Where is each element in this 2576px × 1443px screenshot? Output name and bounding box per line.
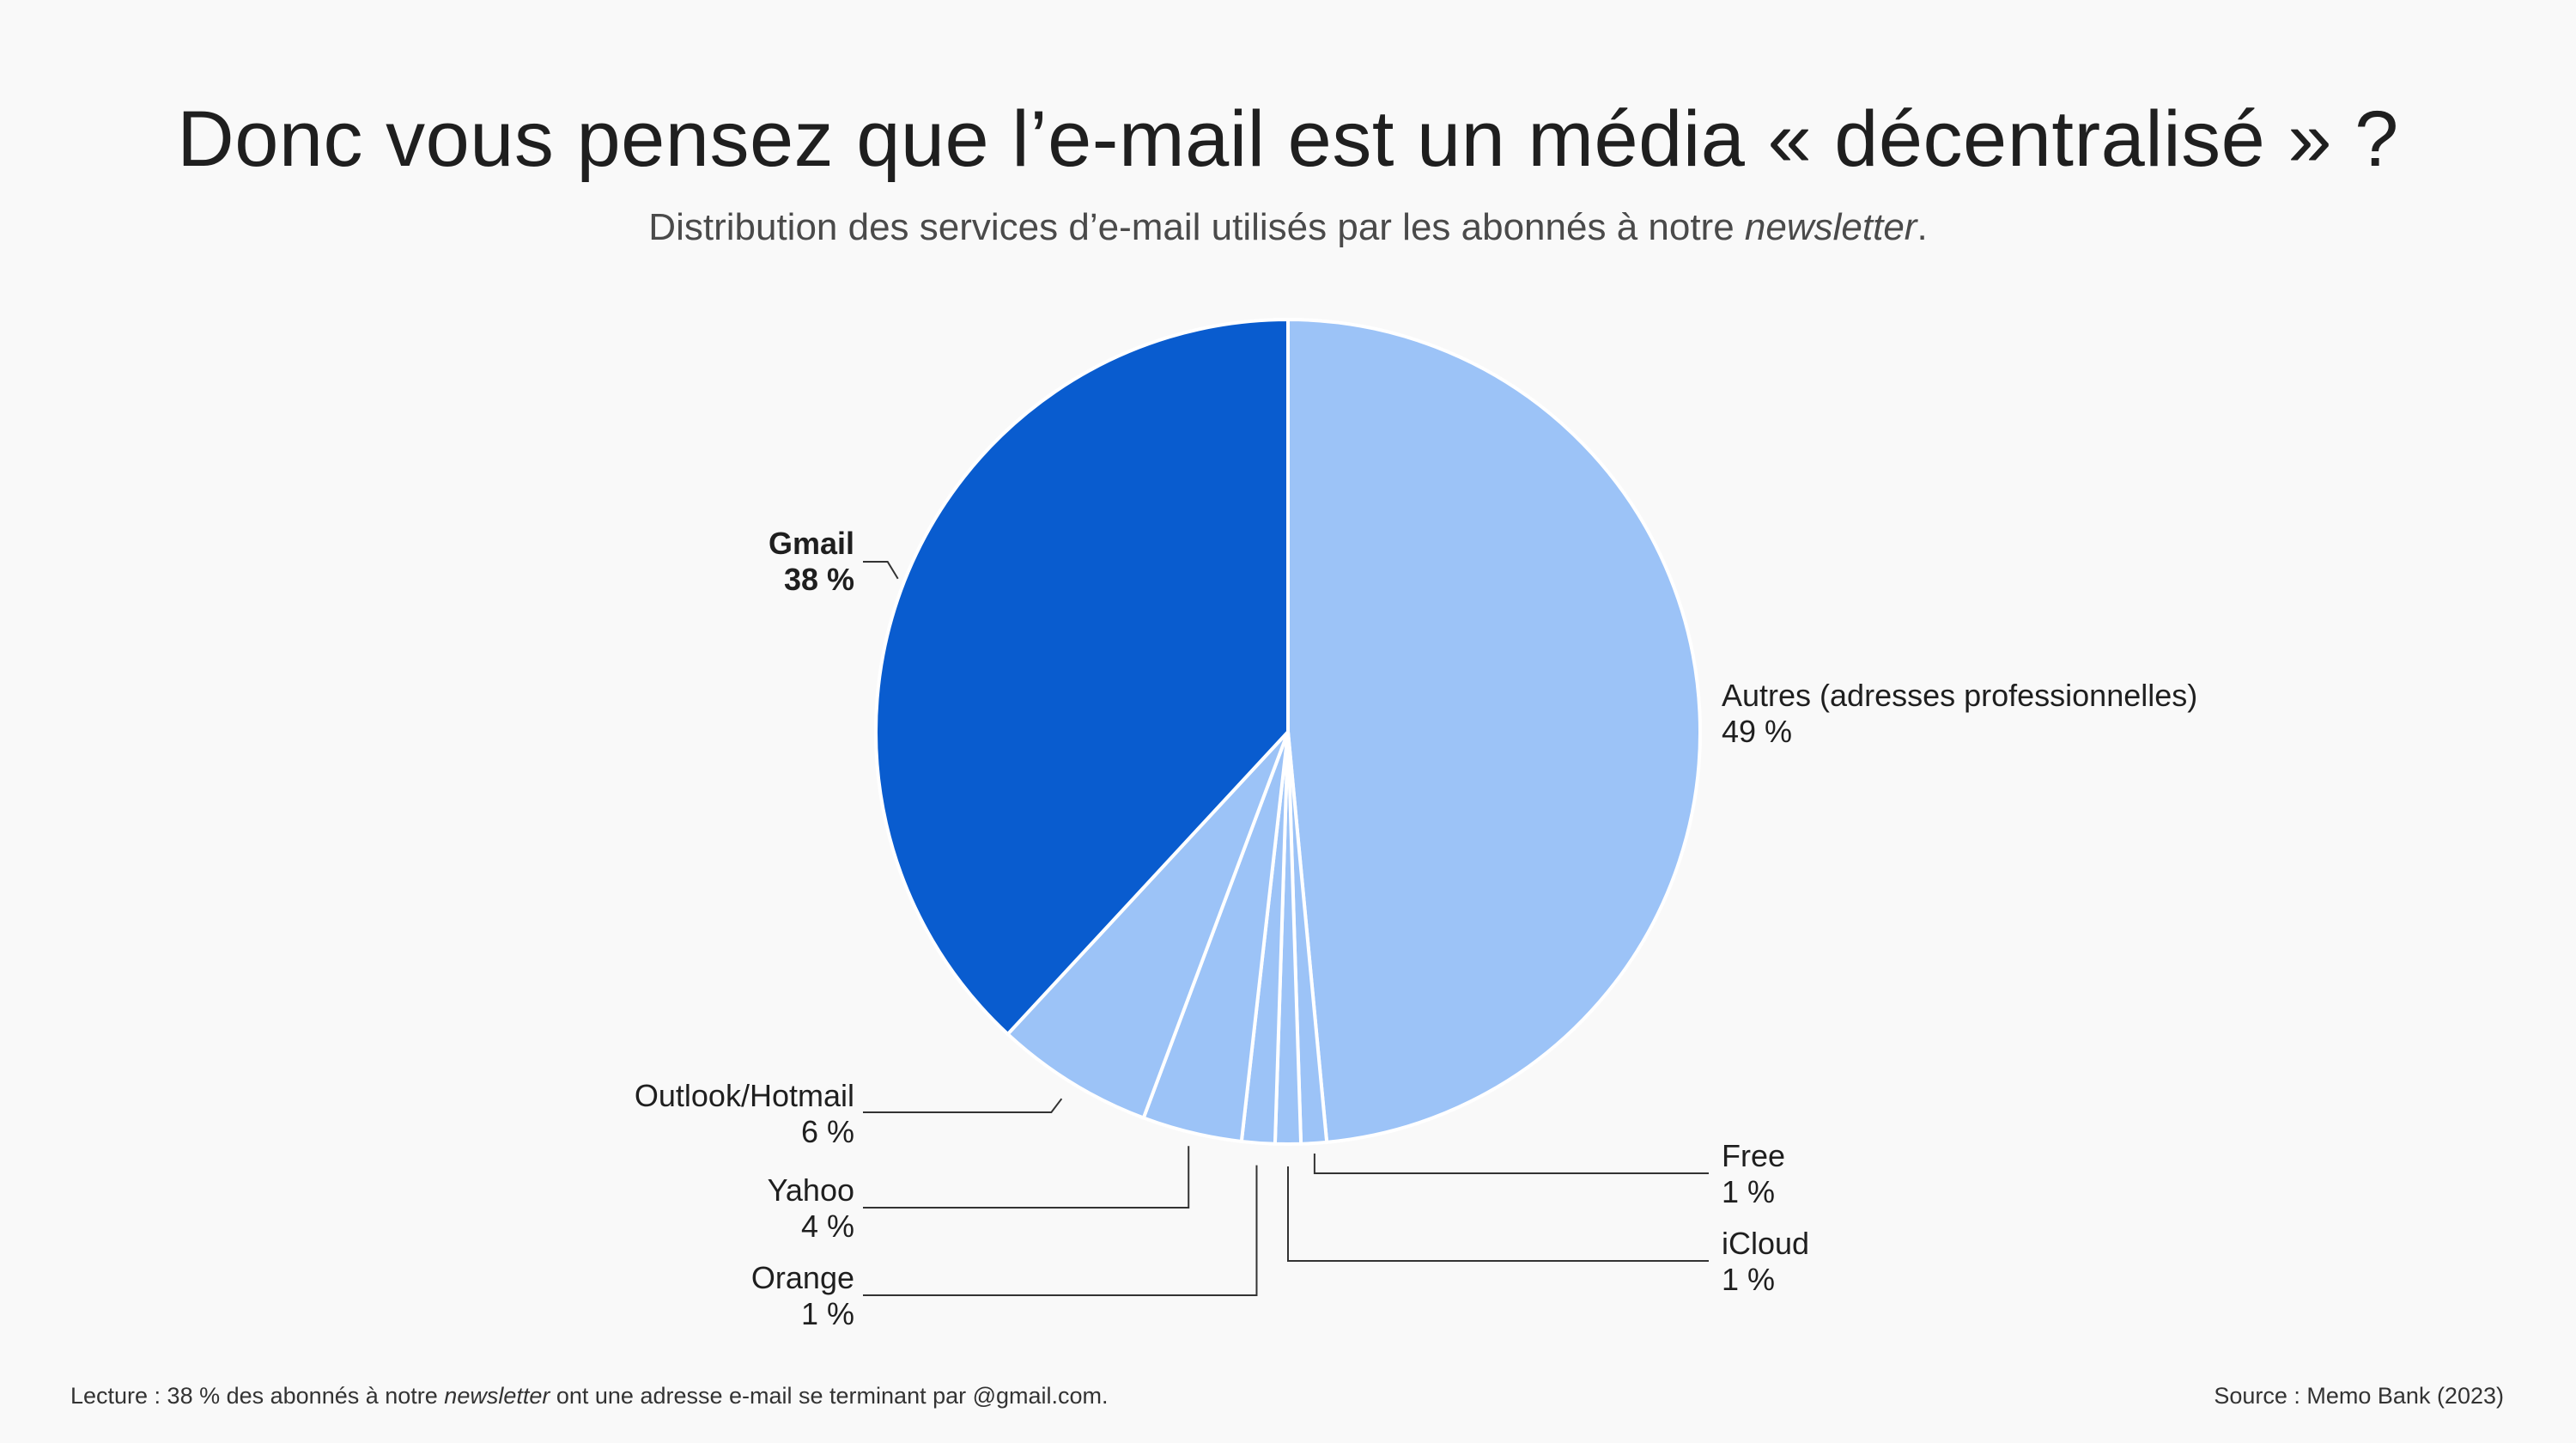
slice-value-orange: 1 % — [801, 1296, 854, 1331]
slice-label-free: Free — [1722, 1138, 1785, 1173]
subtitle-text: Distribution des services d’e-mail utili… — [648, 206, 1745, 248]
footnote: Lecture : 38 % des abonnés à notre newsl… — [70, 1383, 1109, 1410]
pie-slice-gmail — [874, 317, 1290, 1037]
slice-label-autres-adresses-professionnelles: Autres (adresses professionnelles) — [1722, 678, 2197, 713]
slice-value-autres-adresses-professionnelles: 49 % — [1722, 714, 1792, 749]
slice-value-gmail: 38 % — [784, 562, 854, 597]
slice-value-yahoo: 4 % — [801, 1209, 854, 1244]
leader-line-yahoo — [863, 1146, 1190, 1209]
source-note: Source : Memo Bank (2023) — [2214, 1383, 2504, 1409]
slice-label-yahoo: Yahoo — [768, 1172, 854, 1208]
slice-value-icloud: 1 % — [1722, 1262, 1775, 1297]
chart-subtitle: Distribution des services d’e-mail utili… — [0, 206, 2576, 249]
pie-slice-autres-adresses-professionnelles — [1286, 317, 1702, 1145]
slice-labels: Autres (adresses professionnelles)49 % Fr… — [635, 526, 2197, 1331]
slice-label-outlook-hotmail: Outlook/Hotmail — [635, 1078, 854, 1113]
pie-slice-outlook-hotmail — [1005, 730, 1290, 1121]
footnote-end: ont une adresse e-mail se terminant par … — [550, 1383, 1109, 1409]
slice-label-orange: Orange — [751, 1260, 854, 1295]
subtitle-emphasis: newsletter — [1744, 206, 1917, 248]
subtitle-end: . — [1917, 206, 1928, 248]
chart-title: Donc vous pensez que l’e-mail est un méd… — [177, 95, 2399, 183]
slice-value-outlook-hotmail: 6 % — [801, 1114, 854, 1149]
footnote-text: Lecture : 38 % des abonnés à notre — [70, 1383, 445, 1409]
leader-line-gmail — [863, 561, 899, 580]
slice-label-icloud: iCloud — [1722, 1226, 1809, 1261]
pie-slices — [874, 317, 1702, 1146]
leader-line-orange — [863, 1165, 1258, 1296]
leader-line-free — [1313, 1154, 1709, 1174]
footnote-emphasis: newsletter — [444, 1383, 550, 1409]
slice-label-gmail: Gmail — [769, 526, 854, 561]
leader-line-outlook-hotmail — [863, 1098, 1063, 1113]
leader-line-icloud — [1287, 1166, 1709, 1262]
slice-value-free: 1 % — [1722, 1174, 1775, 1209]
